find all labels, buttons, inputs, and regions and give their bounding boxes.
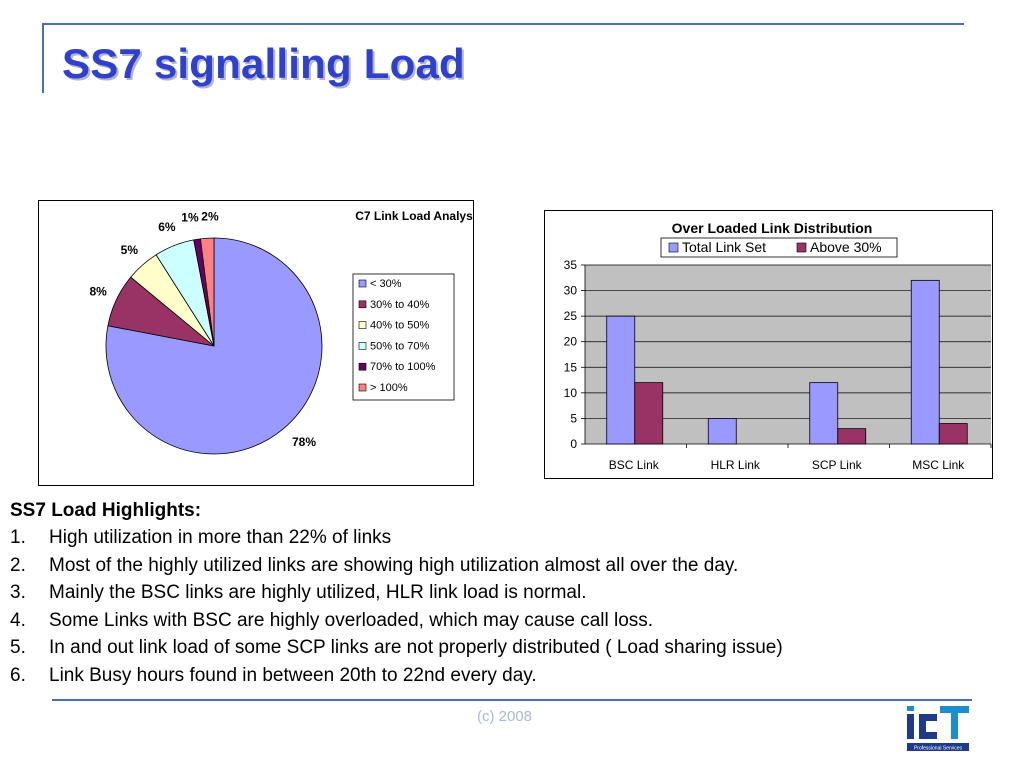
legend-swatch [358,321,367,329]
bar-legend-box [660,237,898,258]
pie-slice [200,237,215,347]
y-tick-label: 0 [570,437,577,451]
ict-logo: Professional Services [907,706,969,752]
list-item-number: 5. [10,637,26,658]
list-item: 3. Mainly the BSC links are highly utiliz… [10,579,1010,607]
svg-text:Professional Services: Professional Services [914,746,963,752]
pie-data-label: 2% [201,209,219,223]
pie-data-label: 5% [121,243,139,257]
legend-label: > 100% [370,382,408,394]
list-item: 1. High utilization in more than 22% of l… [10,524,1010,552]
legend-label: < 30% [370,278,402,290]
bar [606,315,636,445]
list-item: 5. In and out link load of some SCP links… [10,634,1010,662]
list-item-text: Link Busy hours found in between 20th to… [49,664,537,686]
pie-chart-panel: C7 Link Load Analysis 78% 8% 5% 6% 1% 2% < 30% 3… [38,200,474,486]
bar [809,382,839,445]
legend-label: Total Link Set [682,239,766,255]
y-tick-label: 5 [570,411,577,425]
legend-swatch [358,300,367,309]
pie-chart: C7 Link Load Analysis 78% 8% 5% 6% 1% 2% < 30% 3… [90,209,473,455]
bar [938,423,968,445]
highlights-section: SS7 Load Highlights: 1. High utilization … [10,497,1010,689]
bar-chart-panel: Over Loaded Link Distribution Total Link … [544,210,993,479]
side-rule [42,23,44,93]
legend-swatch [358,383,367,392]
y-tick-label: 25 [564,309,578,323]
legend-label: Above 30% [810,239,882,255]
bar [837,428,867,445]
list-item-number: 4. [10,609,26,631]
list-item-text: High utilization in more than 22% of lin… [49,527,392,548]
list-item: 6. Link Busy hours found in between 20th … [10,662,1010,690]
list-item: 2. Most of the highly utilized links are … [10,552,1010,580]
legend-label: 50% to 70% [370,340,430,352]
y-tick-label: 35 [564,258,578,272]
pie-title: C7 Link Load Analysis [355,209,473,223]
pie-data-label: 78% [292,435,316,449]
y-tick-label: 20 [564,335,578,349]
list-item-number: 3. [10,582,26,603]
bar [707,418,737,445]
list-item-text: Most of the highly utilized links are sh… [49,554,739,576]
x-tick-label: SCP Link [812,458,863,472]
list-item-number: 2. [10,554,26,576]
legend-label: 40% to 50% [370,320,430,332]
y-tick-label: 10 [564,386,578,400]
slide-title: SS7 signalling Load [62,40,465,87]
legend-swatch [358,279,367,288]
legend-swatch [796,242,807,253]
x-tick-label: MSC Link [912,458,965,472]
x-tick-label: HLR Link [711,458,761,472]
list-item-text: In and out link load of some SCP links a… [49,637,783,658]
pie-data-label: 1% [181,211,199,225]
pie-data-label: 6% [158,220,176,234]
bar-legend: Total Link Set Above 30% [660,237,898,258]
legend-swatch [358,362,367,371]
pie-data-label: 8% [90,285,108,299]
bottom-rule [52,699,972,701]
copyright-footer: (c) 2008 [477,708,533,725]
pie-legend: < 30% 30% to 40% 40% to 50% 50% to 70% 70% t… [352,273,455,401]
list-item-text: Some Links with BSC are highly overloade… [49,609,654,631]
bar-title: Over Loaded Link Distribution [672,220,873,236]
x-tick-label: BSC Link [609,458,660,472]
list-item-number: 1. [10,527,26,548]
legend-label: 30% to 40% [370,299,430,311]
bar [910,279,940,445]
highlights-title: SS7 Load Highlights: [10,500,202,521]
highlights-list: 1. High utilization in more than 22% of l… [10,524,1010,689]
y-tick-label: 15 [564,360,578,374]
y-tick-label: 30 [564,284,578,298]
legend-label: 70% to 100% [370,361,436,373]
legend-swatch [358,342,367,350]
list-item: 4. Some Links with BSC are highly overloa… [10,607,1010,635]
list-item-number: 6. [10,664,26,686]
list-item-text: Mainly the BSC links are highly utilized… [49,582,587,603]
legend-swatch [668,242,679,253]
pie-legend-box [352,273,455,401]
top-rule [42,23,964,25]
bar [634,382,664,445]
